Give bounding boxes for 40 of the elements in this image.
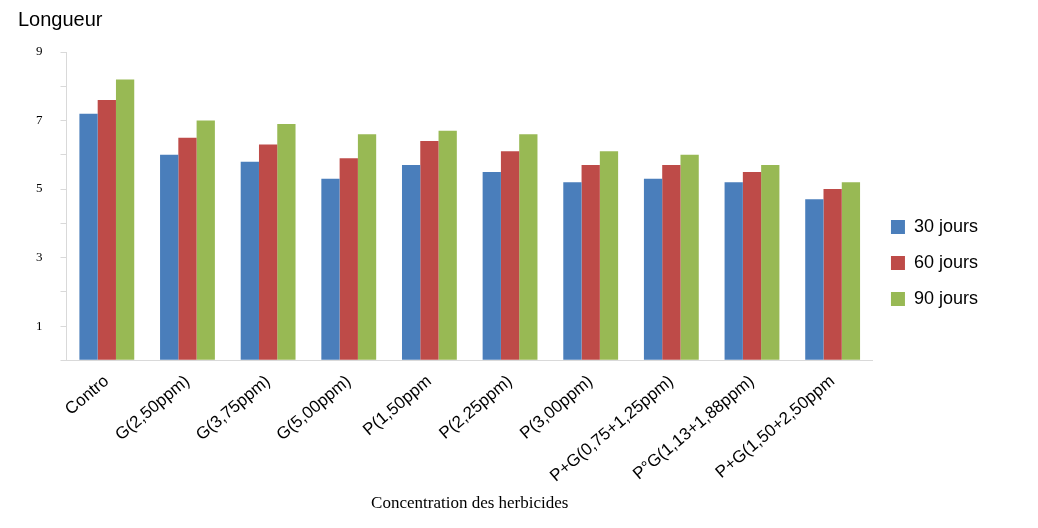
bar: [841, 182, 861, 360]
bar: [240, 161, 259, 360]
bar: [258, 144, 278, 360]
bar: [724, 182, 743, 360]
bar: [482, 171, 501, 360]
bar: [581, 165, 600, 360]
bar: [321, 178, 340, 360]
bar: [357, 134, 377, 360]
y-tick-label: 1: [36, 317, 43, 333]
bar: [79, 113, 98, 360]
bar: [805, 199, 824, 360]
y-tick-label: 5: [36, 180, 43, 196]
bar: [500, 151, 520, 360]
bar: [97, 99, 116, 360]
bar: [761, 165, 780, 360]
bar: [115, 79, 135, 360]
bar: [178, 137, 197, 360]
bar: [401, 165, 421, 360]
bar: [519, 134, 538, 360]
bar: [196, 120, 215, 360]
y-tick-label: 3: [36, 248, 43, 264]
bar: [563, 182, 582, 360]
bar: [643, 178, 663, 360]
bar: [680, 154, 699, 360]
y-tick-label: 7: [36, 111, 43, 127]
bar: [277, 123, 296, 360]
legend-label: 30 jours: [913, 215, 979, 236]
bar: [438, 130, 457, 360]
legend-label: 60 jours: [913, 251, 979, 272]
legend-label: 90 jours: [913, 287, 979, 308]
y-tick-label: 9: [36, 43, 43, 59]
bar: [662, 165, 681, 360]
x-axis-title: Concentration des herbicides: [371, 493, 569, 513]
bar: [742, 171, 762, 360]
bar: [599, 151, 619, 360]
bar: [160, 154, 179, 360]
bar: [823, 189, 842, 360]
bar: [420, 141, 439, 360]
chart-title: Longueur: [18, 7, 103, 30]
bar: [339, 158, 358, 360]
